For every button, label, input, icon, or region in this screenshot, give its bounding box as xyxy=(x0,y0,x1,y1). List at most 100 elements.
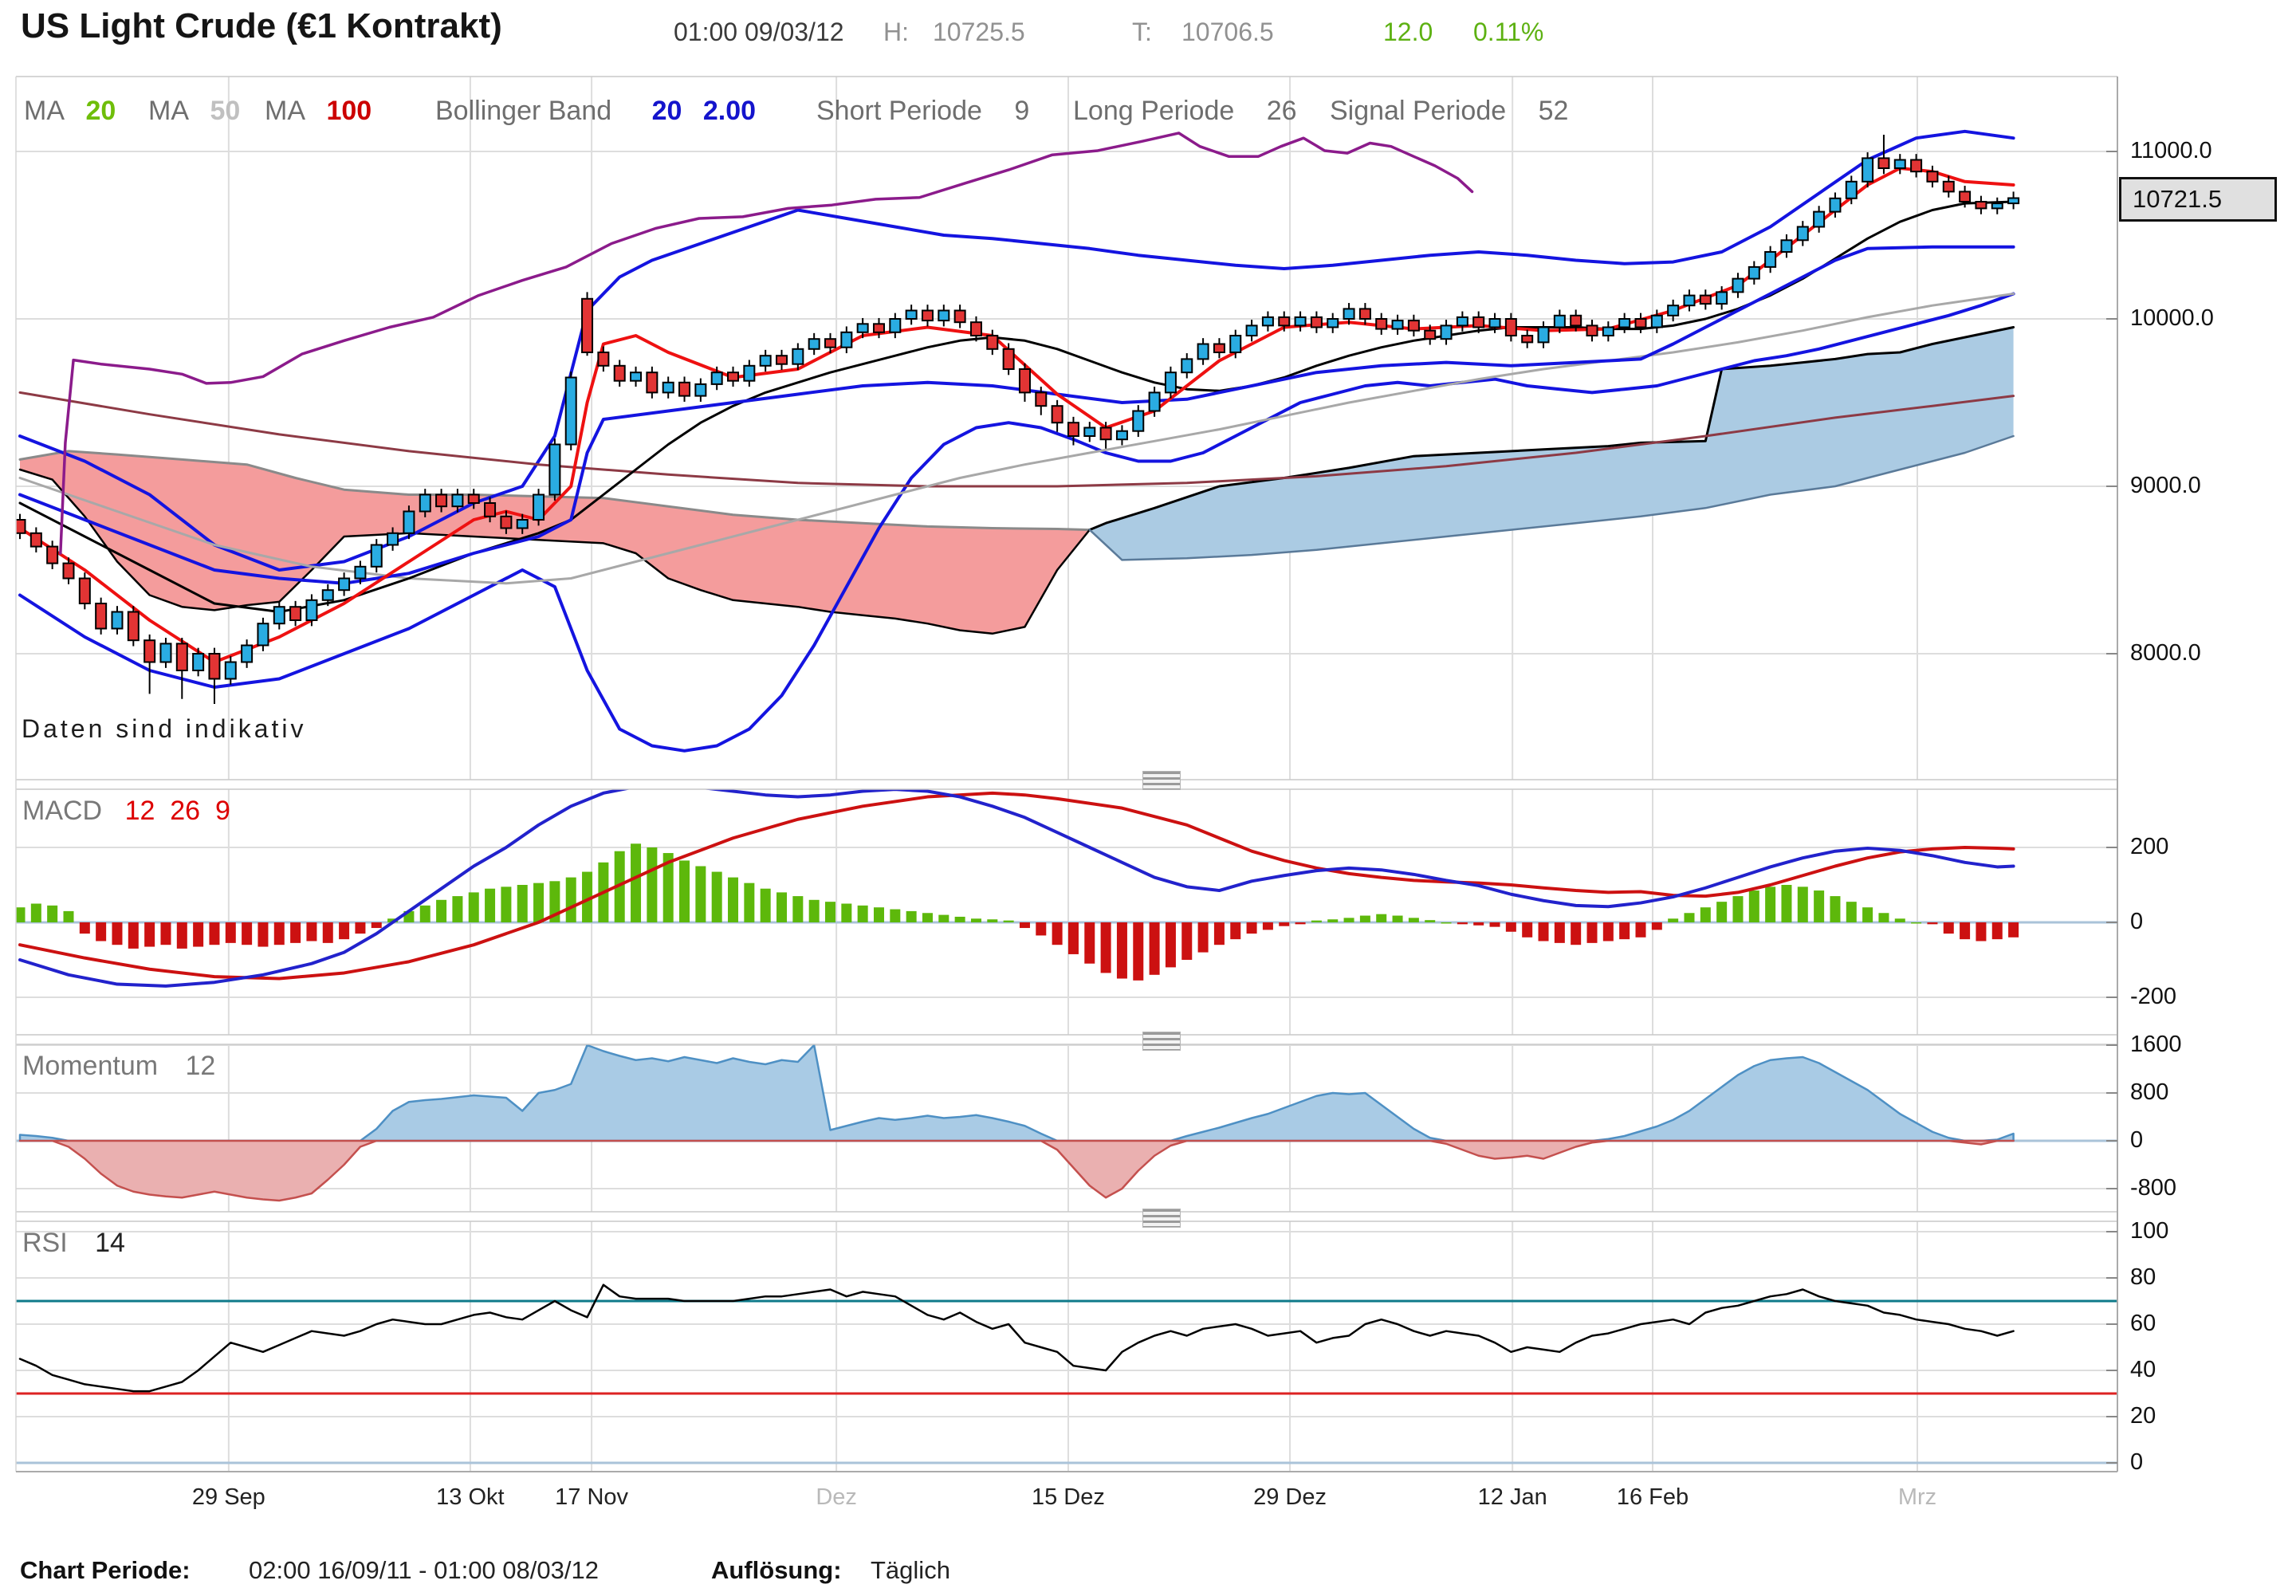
candle-down xyxy=(1375,318,1388,330)
macd-histogram-bar xyxy=(1748,890,1759,922)
y-axis-label: 11000.0 xyxy=(2130,138,2212,163)
macd-histogram-bar xyxy=(1376,914,1387,922)
macd-histogram-bar xyxy=(242,922,253,945)
macd-histogram-bar xyxy=(16,907,26,922)
macd-histogram-bar xyxy=(1991,922,2003,940)
candle-up xyxy=(419,493,431,513)
macd-histogram-bar xyxy=(160,922,171,945)
candle-down xyxy=(921,309,934,322)
macd-histogram-bar xyxy=(1571,922,1582,945)
legend-bollinger[interactable]: Bollinger Band 20 2.00 xyxy=(435,96,756,127)
candle-up xyxy=(516,519,529,529)
candle-down xyxy=(1002,348,1015,370)
legend-signal-period[interactable]: Signal Periode 52 xyxy=(1330,96,1568,127)
candle-down xyxy=(1310,316,1323,328)
macd-histogram-bar xyxy=(792,896,804,922)
momentum-panel-title[interactable]: Momentum 12 xyxy=(22,1051,215,1082)
macd-histogram-bar xyxy=(1619,922,1630,940)
macd-histogram-bar xyxy=(1911,922,1922,924)
panel-resize-handle[interactable] xyxy=(1142,1032,1181,1051)
candle-down xyxy=(1504,318,1517,336)
macd-histogram-bar xyxy=(273,922,285,945)
candle-up xyxy=(743,364,756,382)
macd-histogram-bar xyxy=(1327,919,1339,922)
macd-panel-title[interactable]: MACD 12 26 9 xyxy=(22,796,230,827)
candle-down xyxy=(581,297,594,353)
y-axis-label: 10000.0 xyxy=(2130,305,2214,331)
macd-histogram-bar xyxy=(1814,890,1825,922)
macd-histogram-bar xyxy=(1246,922,1257,934)
candle-up xyxy=(1650,314,1663,328)
candle-down xyxy=(46,545,59,564)
macd-histogram-bar xyxy=(841,903,852,922)
candle-up xyxy=(370,544,383,568)
macd-histogram-bar xyxy=(355,922,366,934)
candle-up xyxy=(2007,197,2020,205)
macd-histogram-bar xyxy=(1133,922,1144,981)
ma100-label: MA xyxy=(265,96,305,126)
candle-up xyxy=(257,623,269,647)
candle-up xyxy=(1391,320,1404,330)
macd-histogram-bar xyxy=(468,892,479,922)
candle-up xyxy=(1829,197,1842,213)
candle-up xyxy=(564,376,577,446)
candle-down xyxy=(127,611,140,642)
macd-histogram-bar xyxy=(112,922,123,945)
rsi-panel-title[interactable]: RSI 14 xyxy=(22,1228,125,1259)
macd-histogram-bar xyxy=(1602,922,1614,941)
candle-up xyxy=(273,606,285,625)
candle-up xyxy=(1553,314,1566,328)
candle-down xyxy=(144,639,156,663)
instrument-title: US Light Crude (€1 Kontrakt) xyxy=(21,6,502,45)
candle-down xyxy=(1018,368,1031,394)
y-axis-label: 100 xyxy=(2130,1218,2169,1244)
macd-histogram-bar xyxy=(1862,907,1873,922)
candle-up xyxy=(1618,318,1631,328)
long-period-label: Long Periode xyxy=(1073,96,1235,126)
legend-ma50[interactable]: MA 50 xyxy=(148,96,240,127)
macd-histogram-bar xyxy=(1084,922,1095,964)
macd-histogram-bar xyxy=(47,905,58,922)
x-axis-label: 17 Nov xyxy=(555,1484,629,1510)
candle-up xyxy=(1862,157,1874,183)
candle-down xyxy=(824,338,836,348)
macd-histogram-bar xyxy=(1668,918,1679,922)
macd-histogram-bar xyxy=(1651,922,1662,930)
candle-down xyxy=(1975,201,1987,210)
macd-histogram-bar xyxy=(501,886,512,922)
candle-up xyxy=(1083,427,1096,437)
macd-histogram-bar xyxy=(1489,922,1500,927)
candle-up xyxy=(338,577,351,592)
x-axis-label: 15 Dez xyxy=(1031,1484,1105,1510)
y-axis-label: 0 xyxy=(2130,1449,2144,1475)
macd-histogram-bar xyxy=(1927,922,1938,925)
macd-histogram-bar xyxy=(339,922,350,940)
macd-histogram-bar xyxy=(890,909,901,922)
macd-histogram-bar xyxy=(1311,920,1322,922)
candle-up xyxy=(808,338,820,350)
panel-resize-handle[interactable] xyxy=(1142,771,1181,790)
panel-resize-handle[interactable] xyxy=(1142,1209,1181,1228)
legend-ma100[interactable]: MA 100 xyxy=(265,96,372,127)
legend-long-period[interactable]: Long Periode 26 xyxy=(1073,96,1297,127)
y-axis-label: 80 xyxy=(2130,1264,2156,1290)
macd-histogram-bar xyxy=(290,922,301,943)
macd-histogram-bar xyxy=(954,916,965,922)
candle-down xyxy=(776,355,788,365)
ma50-value: 50 xyxy=(210,96,241,126)
macd-histogram-bar xyxy=(436,899,447,922)
y-axis-label: 0 xyxy=(2130,1127,2144,1153)
candles xyxy=(16,135,2020,704)
candle-up xyxy=(1440,324,1453,340)
legend-short-period[interactable]: Short Periode 9 xyxy=(816,96,1029,127)
y-axis-label: 40 xyxy=(2130,1357,2156,1382)
last-price-box: 10721.5 xyxy=(2119,177,2277,222)
candle-up xyxy=(354,565,367,580)
candle-down xyxy=(1067,422,1079,438)
legend-ma20[interactable]: MA 20 xyxy=(24,96,116,127)
candle-up xyxy=(224,661,237,680)
macd-histogram-bar xyxy=(30,903,41,922)
candle-up xyxy=(451,493,464,508)
candle-up xyxy=(192,653,205,671)
candle-down xyxy=(1358,308,1371,320)
